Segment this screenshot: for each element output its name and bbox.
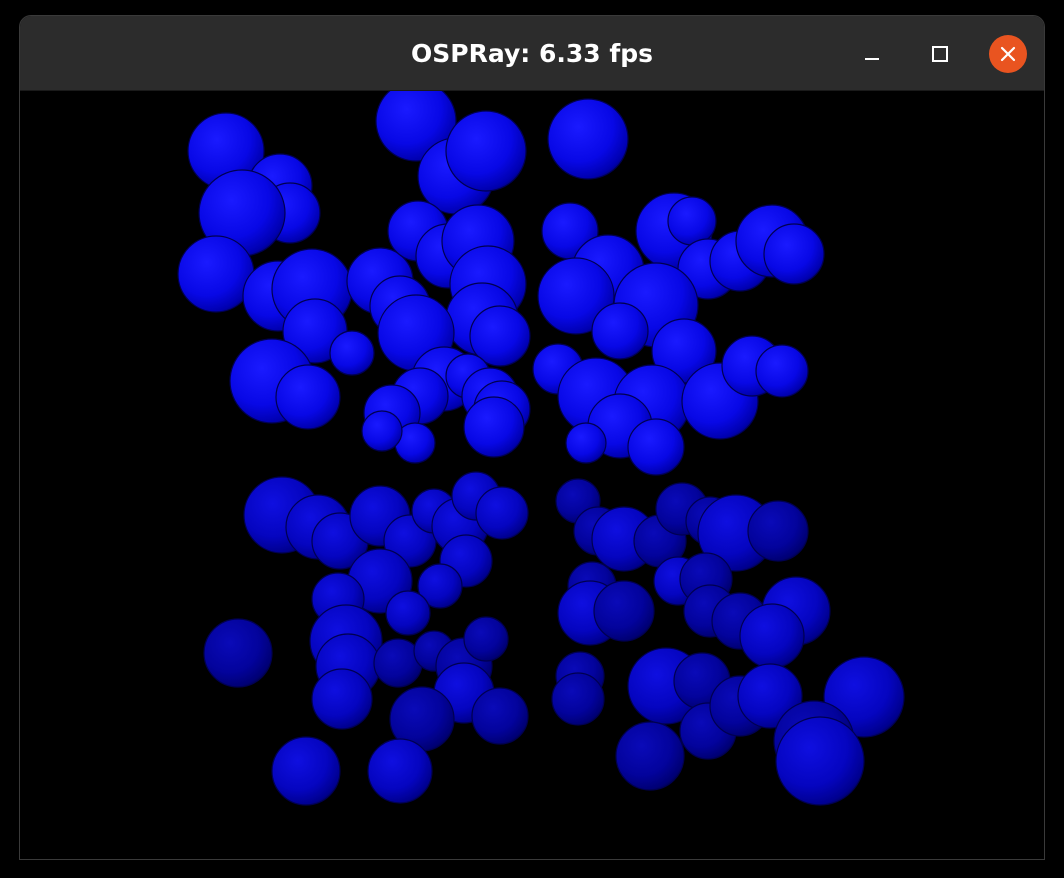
minimize-icon — [865, 58, 879, 60]
maximize-button[interactable] — [921, 35, 959, 73]
close-icon — [1000, 46, 1016, 62]
sphere — [551, 672, 605, 726]
sphere — [361, 410, 403, 452]
sphere — [763, 223, 825, 285]
sphere — [627, 418, 685, 476]
sphere — [445, 110, 527, 192]
sphere — [275, 364, 341, 430]
sphere — [463, 616, 509, 662]
sphere — [565, 422, 607, 464]
sphere — [739, 603, 805, 669]
minimize-button[interactable] — [853, 35, 891, 73]
sphere — [177, 235, 255, 313]
sphere — [271, 736, 341, 806]
sphere — [471, 687, 529, 745]
sphere-scene — [177, 91, 905, 806]
sphere — [311, 668, 373, 730]
sphere — [367, 738, 433, 804]
sphere — [537, 257, 615, 335]
sphere — [417, 563, 463, 609]
sphere — [329, 330, 375, 376]
render-viewport[interactable] — [20, 91, 1044, 859]
sphere — [591, 302, 649, 360]
maximize-icon — [932, 46, 948, 62]
sphere — [747, 500, 809, 562]
sphere — [469, 305, 531, 367]
sphere — [203, 618, 273, 688]
sphere — [593, 580, 655, 642]
window-title: OSPRay: 6.33 fps — [411, 39, 653, 68]
sphere — [463, 396, 525, 458]
sphere — [615, 721, 685, 791]
sphere — [775, 716, 865, 806]
sphere — [385, 590, 431, 636]
app-window: OSPRay: 6.33 fps — [19, 15, 1045, 860]
sphere-group — [177, 91, 905, 806]
close-button[interactable] — [989, 35, 1027, 73]
title-bar[interactable]: OSPRay: 6.33 fps — [20, 16, 1044, 91]
sphere — [475, 486, 529, 540]
sphere — [667, 196, 717, 246]
sphere — [547, 98, 629, 180]
sphere — [755, 344, 809, 398]
